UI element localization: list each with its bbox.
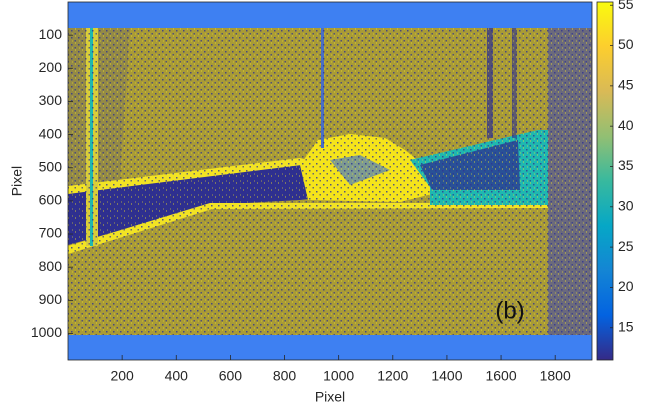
x-tick-label: 800 <box>273 368 297 384</box>
y-axis-label: Pixel <box>9 166 25 196</box>
colorbar <box>596 1 614 361</box>
y-tick-label: 300 <box>39 92 63 108</box>
y-tick-label: 500 <box>39 158 63 174</box>
y-tick-label: 600 <box>39 192 63 208</box>
y-tick-label: 700 <box>39 225 63 241</box>
colorbar-tick-label: 55 <box>618 0 634 12</box>
colorbar-tick-label: 20 <box>618 278 634 294</box>
y-tick-label: 1000 <box>31 324 62 340</box>
x-tick-label: 1000 <box>323 368 354 384</box>
y-tick-label: 100 <box>39 26 63 42</box>
y-tick-label: 900 <box>39 291 63 307</box>
x-tick-label: 600 <box>219 368 243 384</box>
colorbar-tick-label: 35 <box>618 157 634 173</box>
x-tick-label: 200 <box>110 368 134 384</box>
colorbar-tick-label: 50 <box>618 36 634 52</box>
x-axis-label: Pixel <box>315 389 345 405</box>
y-tick-label: 400 <box>39 125 63 141</box>
x-tick-label: 1200 <box>377 368 408 384</box>
y-tick-label: 800 <box>39 258 63 274</box>
plot-frame <box>67 1 593 361</box>
y-tick-label: 200 <box>39 59 63 75</box>
image <box>68 2 592 360</box>
colorbar-tick-label: 45 <box>618 77 634 93</box>
annotation: (b) <box>495 297 524 324</box>
colorbar-tick-label: 30 <box>618 198 634 214</box>
x-tick-label: 1600 <box>485 368 516 384</box>
colorbar-tick-label: 15 <box>618 318 634 334</box>
colorbar-tick-label: 40 <box>618 117 634 133</box>
colorbar-tick-label: 25 <box>618 238 634 254</box>
x-tick-label: 1400 <box>431 368 462 384</box>
x-tick-label: 400 <box>165 368 189 384</box>
x-tick-label: 1800 <box>540 368 571 384</box>
